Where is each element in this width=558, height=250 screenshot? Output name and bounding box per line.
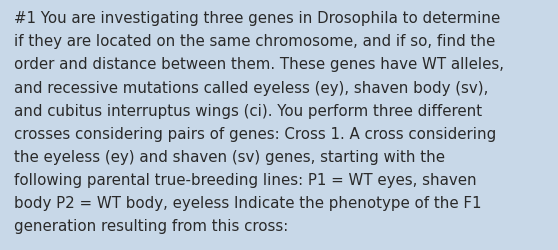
Text: #1 You are investigating three genes in Drosophila to determine: #1 You are investigating three genes in … xyxy=(14,11,500,26)
Text: order and distance between them. These genes have WT alleles,: order and distance between them. These g… xyxy=(14,57,504,72)
Text: generation resulting from this cross:: generation resulting from this cross: xyxy=(14,218,288,233)
Text: the eyeless (ey) and shaven (sv) genes, starting with the: the eyeless (ey) and shaven (sv) genes, … xyxy=(14,149,445,164)
Text: and recessive mutations called eyeless (ey), shaven body (sv),: and recessive mutations called eyeless (… xyxy=(14,80,488,95)
Text: body P2 = WT body, eyeless Indicate the phenotype of the F1: body P2 = WT body, eyeless Indicate the … xyxy=(14,195,482,210)
Text: following parental true-breeding lines: P1 = WT eyes, shaven: following parental true-breeding lines: … xyxy=(14,172,477,187)
Text: and cubitus interruptus wings (ci). You perform three different: and cubitus interruptus wings (ci). You … xyxy=(14,103,482,118)
Text: crosses considering pairs of genes: Cross 1. A cross considering: crosses considering pairs of genes: Cros… xyxy=(14,126,496,141)
Text: if they are located on the same chromosome, and if so, find the: if they are located on the same chromoso… xyxy=(14,34,495,49)
